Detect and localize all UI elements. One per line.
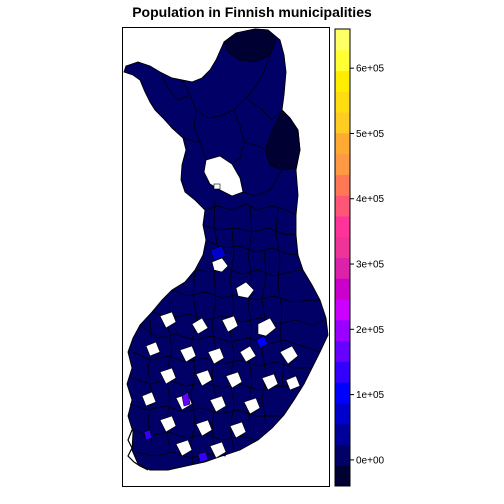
colorbar: 0e+00 1e+05 2e+05 3e+05 4e+05 5e+05 6e+05: [334, 28, 385, 487]
colorbar-tick-label: 1e+05: [356, 390, 385, 401]
colorbar-swatch: [335, 215, 350, 238]
municipality-oulu: [209, 245, 227, 261]
colorbar-frame: [334, 28, 351, 487]
colorbar-swatch: [335, 132, 350, 155]
colorbar-swatch: [335, 465, 350, 487]
colorbar-swatch: [335, 361, 350, 383]
missing-area-small: [213, 183, 221, 190]
colorbar-tick-label: 4e+05: [356, 194, 385, 205]
colorbar-swatch: [335, 195, 350, 217]
colorbar-swatch: [335, 299, 350, 321]
municipality-kuopio: [255, 335, 269, 349]
colorbar-swatch: [335, 174, 350, 196]
colorbar-swatch: [335, 153, 350, 175]
colorbar-tick-label: 3e+05: [356, 260, 385, 271]
colorbar-swatch: [335, 49, 350, 72]
colorbar-swatch: [335, 257, 350, 279]
colorbar-swatch: [335, 29, 350, 51]
municipality-turku: [143, 429, 153, 441]
finland-map: [123, 28, 329, 471]
colorbar-swatch: [335, 319, 350, 342]
colorbar-swatch: [335, 402, 350, 425]
colorbar-swatch: [335, 236, 350, 258]
municipality-tampere: [181, 391, 191, 407]
colorbar-swatch: [335, 340, 350, 362]
colorbar-tick-label: 2e+05: [356, 325, 385, 336]
map-title: Population in Finnish municipalities: [132, 4, 372, 20]
colorbar-swatch: [335, 70, 350, 92]
municipality-dark-east: [264, 109, 301, 171]
colorbar-swatch: [335, 112, 350, 134]
colorbar-swatch: [335, 423, 350, 445]
colorbar-swatch: [335, 91, 350, 113]
municipality-dark-north: [223, 28, 277, 63]
colorbar-tick-label: 6e+05: [356, 64, 385, 75]
colorbar-swatch: [335, 382, 350, 404]
municipality-helsinki: [197, 451, 209, 463]
colorbar-tick-label: 5e+05: [356, 129, 385, 140]
southwest-archipelago: [127, 429, 149, 471]
colorbar-tick-label: 0e+00: [356, 455, 385, 466]
lake-gaps: [141, 257, 301, 459]
highlight-municipalities: [143, 245, 269, 463]
colorbar-swatch: [335, 444, 350, 466]
colorbar-swatch: [335, 278, 350, 300]
